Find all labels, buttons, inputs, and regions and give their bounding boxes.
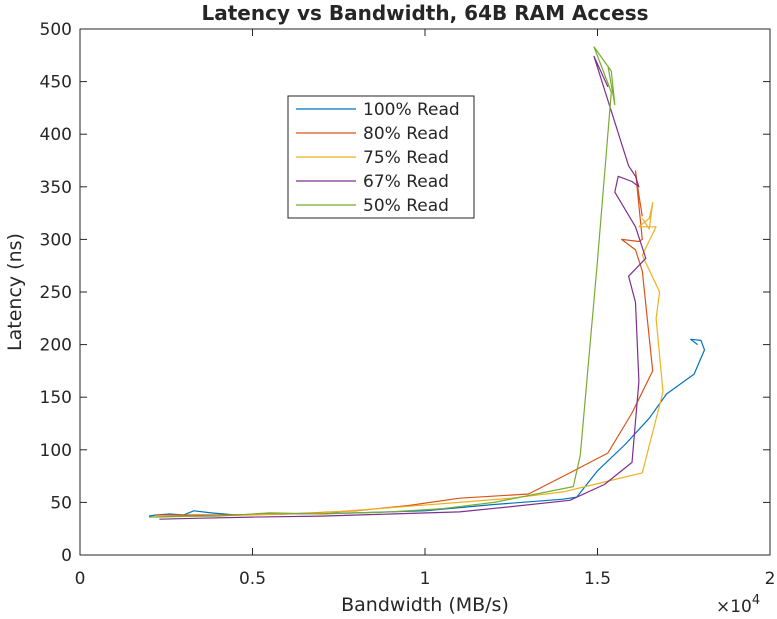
series-line — [155, 202, 664, 518]
x-tick-label: 1.5 — [584, 569, 611, 589]
x-axis-multiplier: ×104 — [716, 593, 760, 617]
x-axis-label: Bandwidth (MB/s) — [341, 594, 509, 616]
legend-entry: 75% Read — [363, 148, 449, 168]
y-tick-label: 350 — [40, 178, 72, 198]
y-tick-label: 500 — [40, 20, 72, 40]
y-tick-label: 200 — [40, 336, 72, 356]
x-tick-label: 2 — [765, 569, 776, 589]
series-line — [159, 55, 647, 520]
y-tick-label: 50 — [50, 493, 72, 513]
x-multiplier-exponent: 4 — [752, 593, 760, 608]
y-tick-label: 100 — [40, 441, 72, 461]
series-line — [148, 46, 616, 518]
series-line — [148, 338, 706, 517]
y-tick-label: 0 — [61, 546, 72, 566]
legend-entry: 80% Read — [363, 124, 449, 144]
legend: 100% Read 80% Read 75% Read 67% Read 50% Rea… — [287, 95, 475, 219]
chart-title: Latency vs Bandwidth, 64B RAM Access — [201, 1, 648, 25]
x-multiplier-base: ×10 — [716, 597, 752, 617]
y-tick-label: 300 — [40, 230, 72, 250]
series-layer — [148, 46, 706, 520]
y-axis: 0 50 100 150 200 250 300 350 400 450 500 — [40, 20, 770, 566]
x-tick-label: 1 — [420, 569, 431, 589]
legend-entry: 50% Read — [363, 196, 449, 216]
y-tick-label: 400 — [40, 125, 72, 145]
legend-entry: 100% Read — [363, 100, 460, 120]
x-axis: 0 0.5 1 1.5 2 — [75, 29, 776, 589]
legend-entry: 67% Read — [363, 172, 449, 192]
y-tick-label: 250 — [40, 283, 72, 303]
y-tick-label: 450 — [40, 73, 72, 93]
x-tick-label: 0 — [75, 569, 86, 589]
y-axis-label: Latency (ns) — [4, 233, 26, 351]
x-tick-label: 0.5 — [239, 569, 266, 589]
y-tick-label: 150 — [40, 388, 72, 408]
